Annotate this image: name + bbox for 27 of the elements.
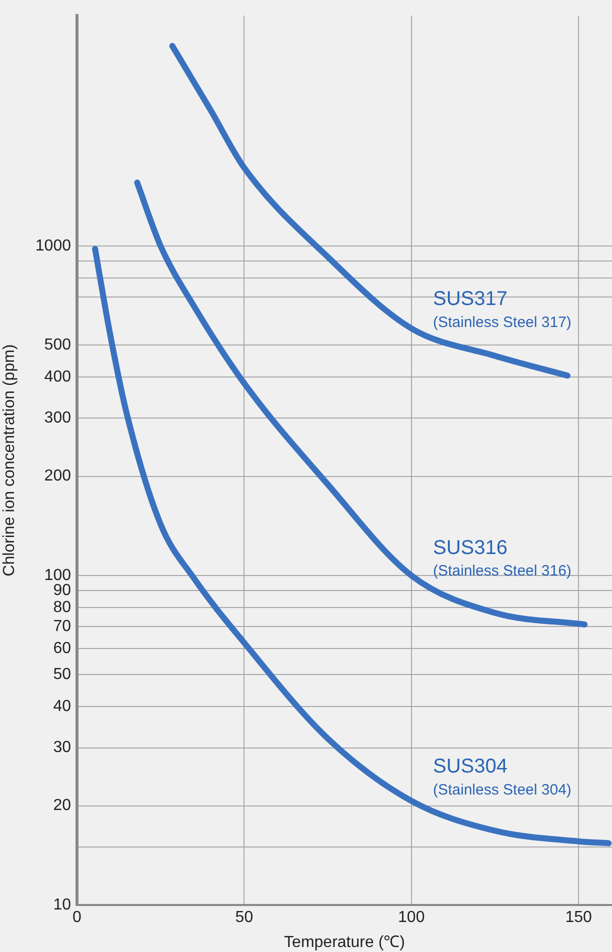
y-tick-label: 100 [44,566,72,584]
y-tick-label: 90 [53,582,72,599]
y-tick-label: 1000 [35,237,72,254]
y-axis-title: Chlorine ion concentration (ppm) [1,344,18,576]
y-tick-label: 50 [53,666,72,684]
x-tick-label: 100 [398,909,425,926]
x-tick-label: 150 [565,909,592,926]
y-tick-label: 60 [53,640,72,657]
y-tick-label: 400 [44,368,72,386]
series-label: SUS317 [433,288,508,310]
y-tick-label: 70 [53,618,72,635]
annotation: (Stainless Steel 304) [433,781,572,798]
y-tick-label: 80 [53,598,72,616]
annotation: (Stainless Steel 316) [433,562,572,580]
y-tick-label: 10 [53,896,72,914]
series-label: SUS316 [433,537,508,559]
y-tick-label: 200 [44,468,72,485]
annotation: (Stainless Steel 317) [433,314,572,331]
y-tick-label: 40 [53,698,72,716]
x-tick-label: 50 [235,909,254,926]
y-tick-label: 20 [53,797,72,814]
series-label: SUS304 [433,756,508,778]
x-axis-title: Temperature (℃) [284,934,405,951]
y-tick-label: 300 [44,410,72,427]
y-tick-label: 500 [44,336,72,354]
y-tick-label: 30 [53,739,72,756]
x-tick-label: 0 [72,909,82,926]
